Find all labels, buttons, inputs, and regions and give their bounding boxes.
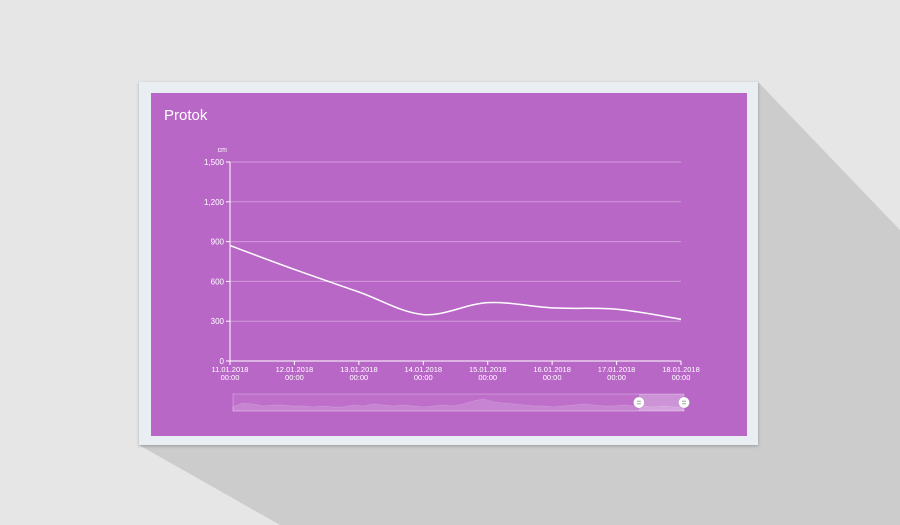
x-tick-label-date: 14.01.2018 <box>405 365 443 374</box>
x-tick-label-date: 15.01.2018 <box>469 365 507 374</box>
x-tick-label-time: 00:00 <box>672 373 691 382</box>
y-tick-label: 900 <box>211 238 225 247</box>
x-tick-label-time: 00:00 <box>221 373 240 382</box>
x-tick-label-time: 00:00 <box>543 373 562 382</box>
y-axis-label: cm <box>218 147 228 154</box>
x-tick-label-time: 00:00 <box>478 373 497 382</box>
navigator-overview <box>232 398 685 412</box>
x-tick-label-date: 11.01.2018 <box>212 365 249 374</box>
x-tick-label-date: 18.01.2018 <box>662 365 700 374</box>
x-tick-label-time: 00:00 <box>414 373 433 382</box>
x-tick-label-date: 16.01.2018 <box>533 365 571 374</box>
navigator-left-handle[interactable] <box>633 396 645 409</box>
chart-panel: Protok 0 300 600 900 1,200 1,500 cm 11.01.2018 0… <box>151 93 747 436</box>
y-tick-label: 0 <box>220 357 225 366</box>
chart-card: Protok 0 300 600 900 1,200 1,500 cm 11.01.2018 0… <box>139 82 758 445</box>
x-tick-label-date: 13.01.2018 <box>340 365 378 374</box>
x-tick-label-time: 00:00 <box>349 373 368 382</box>
line-chart: 03006009001,2001,500cm11.01.201800:0012.… <box>204 147 700 412</box>
chart-title: Protok <box>164 107 208 124</box>
y-tick-label: 300 <box>211 317 225 326</box>
x-tick-label-time: 00:00 <box>285 373 304 382</box>
y-tick-label: 1,500 <box>204 158 225 167</box>
x-tick-label-date: 12.01.2018 <box>276 365 314 374</box>
y-tick-label: 600 <box>211 277 225 286</box>
y-tick-label: 1,200 <box>204 198 225 207</box>
series-line <box>229 244 682 320</box>
x-tick-label-date: 17.01.2018 <box>598 365 636 374</box>
x-tick-label-time: 00:00 <box>607 373 626 382</box>
navigator-selection[interactable] <box>638 394 684 411</box>
navigator-right-handle[interactable] <box>678 396 690 409</box>
